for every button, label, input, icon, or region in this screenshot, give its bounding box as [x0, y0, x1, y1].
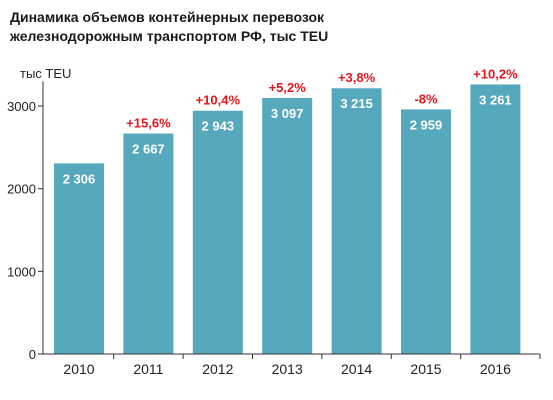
chart-title: Динамика объемов контейнерных перевозок … — [10, 8, 540, 46]
y-axis-unit-label: тыс TEU — [20, 66, 71, 81]
bar-2014 — [331, 88, 382, 354]
bar-value-label: 2 306 — [63, 171, 96, 186]
bar-2010 — [54, 163, 104, 354]
bar-value-label: 3 215 — [340, 96, 373, 111]
bar-value-label: 2 667 — [132, 142, 165, 157]
bar-growth-label: +10,2% — [473, 66, 518, 81]
chart-title-line-1: Динамика объемов контейнерных перевозок — [10, 9, 325, 25]
x-tick-label: 2013 — [272, 361, 303, 377]
y-tick-label: 2000 — [7, 182, 36, 197]
y-axis: 0 1000 2000 3000 — [7, 81, 44, 362]
bar-2015 — [401, 109, 451, 354]
bar-growth-label: +15,6% — [126, 116, 171, 131]
bars: 2 306 2 667 +15,6% 2 943 +10,4% 3 097 +5,2% 3 2… — [54, 66, 521, 354]
bar-value-label: 3 261 — [479, 92, 512, 107]
bar-growth-label: +10,4% — [196, 93, 241, 108]
chart-title-line-2: железнодорожным транспортом РФ, тыс TEU — [10, 28, 329, 44]
x-tick-label: 2010 — [63, 361, 94, 377]
y-tick-label: 0 — [29, 347, 36, 362]
y-tick-label: 3000 — [7, 99, 36, 114]
bar-value-label: 2 943 — [202, 119, 235, 134]
y-tick-label: 1000 — [7, 264, 36, 279]
x-tick-label: 2015 — [410, 361, 441, 377]
bar-2012 — [192, 110, 243, 354]
bar-growth-label: +5,2% — [269, 80, 307, 95]
x-tick-label: 2014 — [341, 361, 372, 377]
bar-growth-label: +3,8% — [338, 70, 376, 85]
x-tick-label: 2016 — [480, 361, 511, 377]
x-tick-label: 2012 — [202, 361, 233, 377]
bar-growth-label: -8% — [414, 91, 438, 106]
x-tick-label: 2011 — [133, 361, 163, 377]
x-axis: 2010 2011 2012 2013 2014 2015 2016 — [43, 353, 541, 377]
bar-2016 — [470, 84, 521, 354]
bar-2013 — [262, 98, 313, 354]
bar-value-label: 2 959 — [410, 117, 443, 132]
bar-value-label: 3 097 — [271, 106, 304, 121]
bar-2011 — [123, 133, 174, 354]
